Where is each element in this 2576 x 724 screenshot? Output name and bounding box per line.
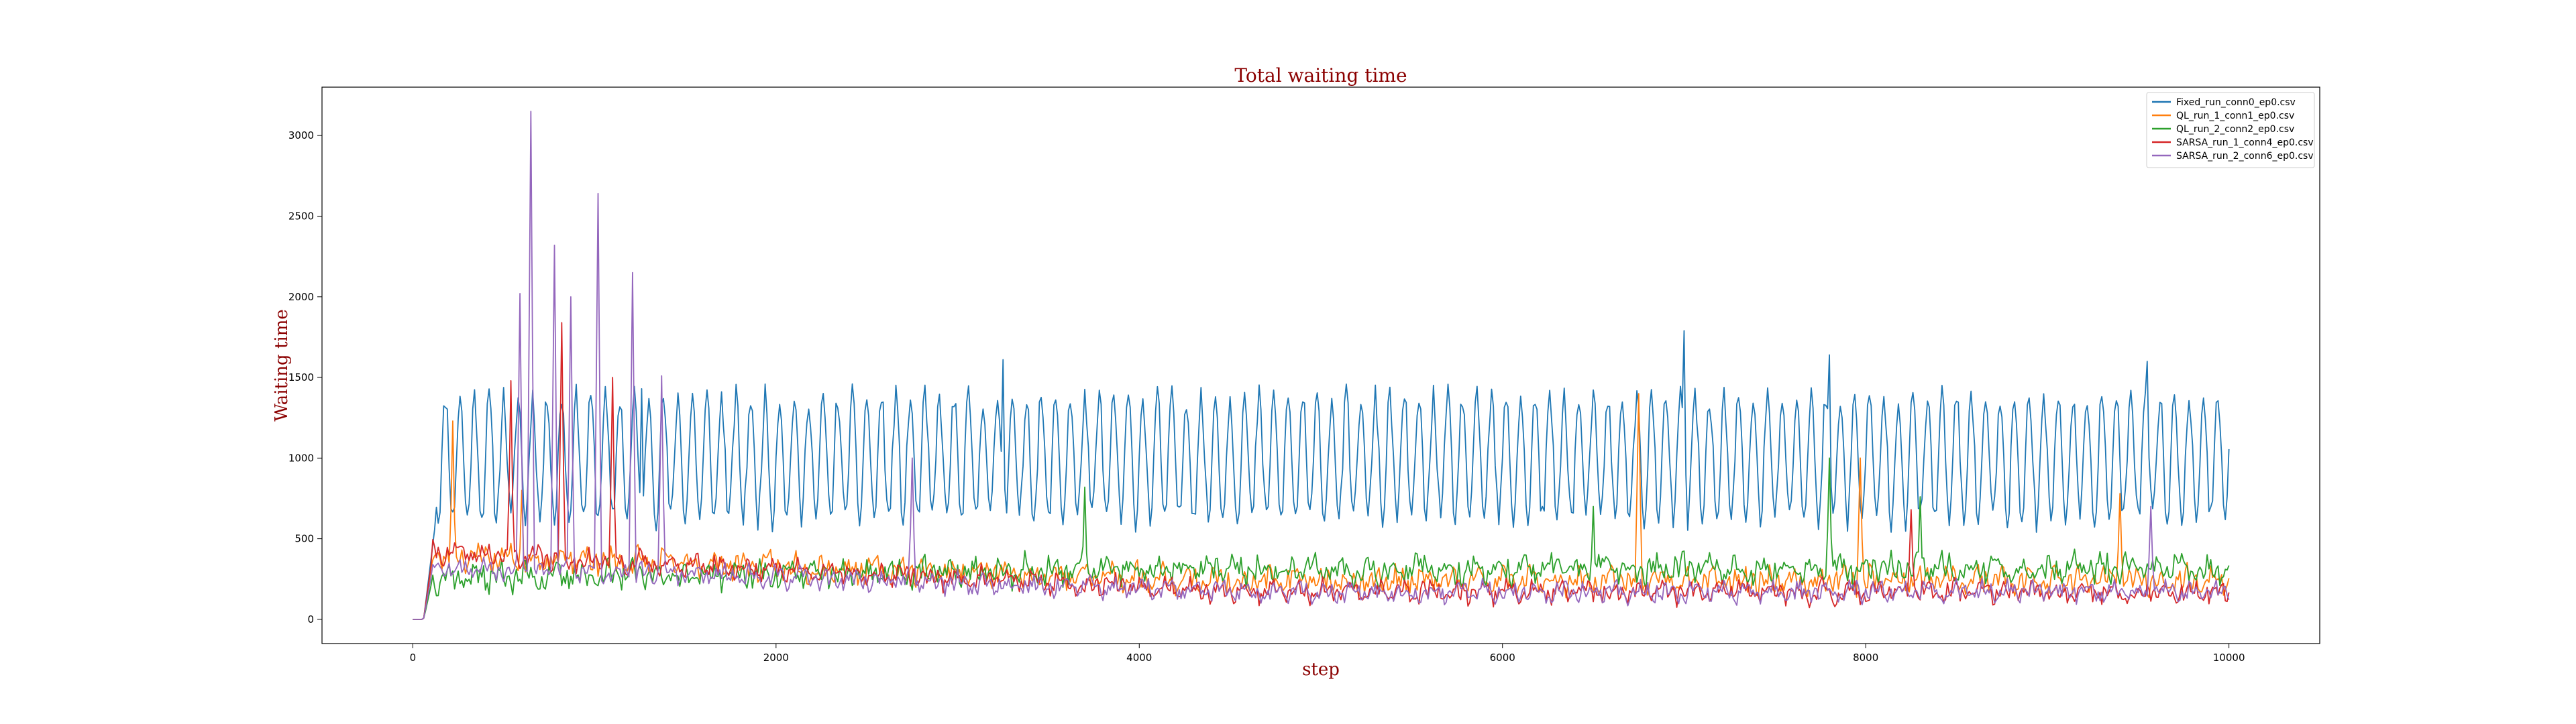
- y-tick-label: 1500: [288, 371, 314, 383]
- y-tick-label: 1000: [288, 452, 314, 464]
- plot-frame: [321, 86, 2320, 644]
- legend-label: QL_run_2_conn2_ep0.csv: [2176, 124, 2294, 135]
- legend-label: QL_run_1_conn1_ep0.csv: [2176, 111, 2294, 121]
- y-tick-label: 0: [307, 613, 314, 625]
- y-tick-label: 2500: [288, 210, 314, 222]
- series-layer: [413, 111, 2230, 620]
- series-line-2: [413, 393, 2230, 620]
- plot-area: [322, 87, 2320, 644]
- series-line-4: [413, 322, 2230, 620]
- x-tick-label: 8000: [1853, 652, 1878, 664]
- series-line-1: [413, 330, 2230, 620]
- y-tick-label: 500: [294, 533, 314, 545]
- legend-label: Fixed_run_conn0_ep0.csv: [2176, 97, 2296, 108]
- chart-title: Total waiting time: [1234, 64, 1407, 86]
- legend-label: SARSA_run_2_conn6_ep0.csv: [2176, 151, 2314, 162]
- y-axis-label: Waiting time: [272, 309, 292, 422]
- legend-label: SARSA_run_1_conn4_ep0.csv: [2176, 137, 2314, 148]
- x-axis-label: step: [1302, 660, 1340, 680]
- x-tick-label: 6000: [1490, 652, 1515, 664]
- legend-box: [2146, 92, 2315, 168]
- y-tick-label: 3000: [288, 129, 314, 141]
- ticks-layer: 0 2000 4000 6000 8000 10000 0 500 1000 1500 2000 25…: [288, 129, 2245, 664]
- legend: Fixed_run_conn0_ep0.csv QL_run_1_conn1_ep…: [2146, 92, 2315, 168]
- x-tick-label: 10000: [2213, 652, 2245, 664]
- x-tick-label: 2000: [763, 652, 789, 664]
- x-tick-label: 4000: [1126, 652, 1152, 664]
- x-tick-label: 0: [410, 652, 417, 664]
- series-line-5: [413, 111, 2230, 620]
- y-tick-label: 2000: [288, 291, 314, 303]
